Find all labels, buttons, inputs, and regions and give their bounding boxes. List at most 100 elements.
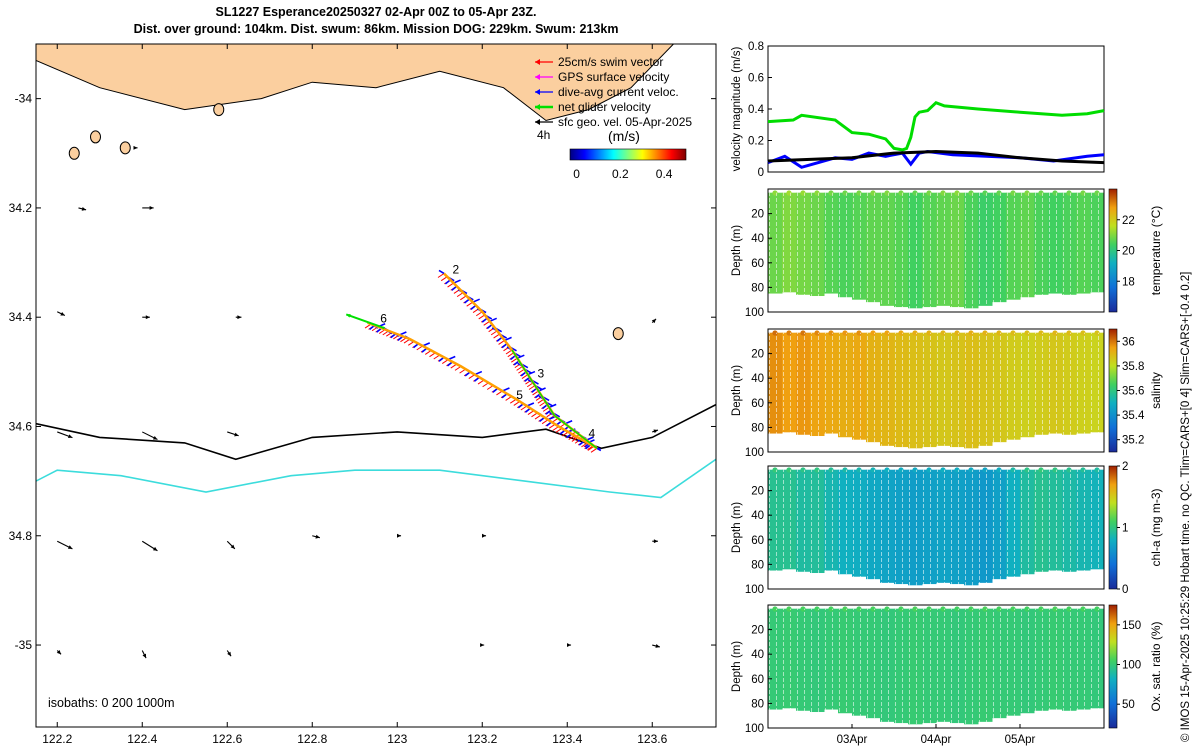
colorbar-tick-label: 0.4	[656, 167, 673, 181]
glider-track-out	[443, 272, 598, 450]
profile-stripes-overlay	[768, 192, 1104, 309]
profile-ytick-label: 100	[745, 447, 764, 459]
profile-frame-outline	[767, 188, 1105, 313]
profile-ytick-label: 60	[751, 535, 764, 547]
net-glider-vector-head	[346, 313, 351, 318]
sfc-geo-vector	[56, 650, 62, 655]
dive-avg-vector	[516, 354, 525, 359]
time-xtick-label: 04Apr	[921, 734, 952, 746]
sfc-geo-vector	[396, 533, 402, 538]
profile-ylabel: Depth (m)	[731, 502, 743, 553]
profile-ytick-label: 100	[745, 584, 764, 596]
colorbar-tick-label: 50	[1122, 699, 1135, 711]
colorbar-tick-label: 18	[1122, 276, 1135, 288]
velocity-ytick-label: 0.8	[748, 41, 764, 53]
map-ytick-label: -35	[15, 638, 33, 652]
profile-ytick-label: 40	[751, 510, 764, 522]
map-ytick-label: 34.6	[9, 419, 33, 433]
profile-stripes-overlay	[768, 332, 1104, 449]
profile-ytick-label: 60	[751, 398, 764, 410]
velocity-ytick-label: 0	[758, 167, 764, 179]
profile-colorbar	[1108, 328, 1118, 453]
title-line-2: Dist. over ground: 104km. Dist. swum: 86…	[133, 22, 619, 36]
sfc-geo-vector	[57, 311, 66, 317]
profile-stripes-overlay	[768, 608, 1104, 725]
sfc-geo-vector	[227, 431, 239, 437]
island	[90, 130, 101, 144]
profile-colorbar-label: Ox. sat. ratio (%)	[1149, 621, 1163, 711]
profile-ytick-label: 60	[751, 258, 764, 270]
dive-avg-vector	[527, 370, 536, 376]
legend-entry: net glider velocity	[535, 100, 651, 114]
profile-colorbar	[1108, 465, 1118, 590]
velocity-series-line	[767, 100, 1105, 152]
sfc-geo-vector-head	[396, 533, 402, 538]
map-ytick-label: 34.2	[9, 201, 33, 215]
sfc-geo-vector	[651, 318, 657, 324]
colorbar-tick-label: 2	[1122, 461, 1128, 473]
velocity-ytick-label: 0.2	[748, 136, 764, 148]
profile-ytick-label: 80	[751, 698, 764, 710]
profile-ytick-label: 20	[751, 625, 764, 637]
map-xtick-label: 123.4	[552, 732, 582, 746]
profile-ytick-label: 40	[751, 649, 764, 661]
profile-ylabel: Depth (m)	[731, 365, 743, 416]
velocity-ylabel: velocity magnitude (m/s)	[731, 47, 743, 172]
net-glider-vector	[345, 313, 385, 330]
velocity-ytick-label: 0.4	[748, 104, 765, 116]
colorbar-tick-label: 35.2	[1122, 435, 1144, 447]
sfc-geo-vector-head	[237, 315, 242, 320]
legend-label: GPS surface velocity	[558, 70, 669, 84]
map-xtick-label: 123.2	[467, 732, 497, 746]
colorbar-tick-label: 35.8	[1122, 361, 1144, 373]
sfc-geo-vector	[142, 431, 158, 441]
colorbar-tick-label: 1	[1122, 523, 1128, 535]
isobath-1000m	[36, 458, 716, 499]
sfc-geo-vector	[235, 315, 242, 320]
sfc-geo-vector-head	[81, 206, 87, 211]
sfc-geo-vector-head	[653, 539, 658, 544]
profile-ylabel: Depth (m)	[731, 225, 743, 276]
profile-colorbar-label: temperature (°C)	[1149, 206, 1163, 296]
sfc-geo-vector	[57, 540, 73, 550]
legend-label: net glider velocity	[558, 100, 651, 114]
map-xtick-label: 122.4	[127, 732, 157, 746]
profile-panel-salinity: 20 40 60 80 100 Depth (m) 35.2 35.4 35.6 35.8 36 sa…	[731, 328, 1163, 459]
map-xtick-label: 123	[387, 732, 407, 746]
sfc-geo-vector	[312, 534, 320, 539]
sfc-geo-vector	[226, 540, 236, 550]
profile-frame-outline	[767, 465, 1105, 590]
profile-colorbar	[1108, 188, 1118, 313]
sfc-geo-vector-head	[481, 533, 487, 538]
dive-avg-vector	[548, 403, 557, 409]
sfc-geo-vector-head	[67, 545, 73, 549]
sfc-geo-vector-head	[651, 318, 657, 324]
legend-label: sfc geo. vel. 05-Apr-2025	[558, 115, 692, 129]
colorbar-tick-label: 20	[1122, 246, 1135, 258]
legend-swatch-head	[535, 59, 540, 65]
island	[612, 327, 624, 341]
map-ytick-label: -34	[15, 92, 33, 106]
profile-ytick-label: 100	[745, 307, 764, 319]
legend-swatch-head	[535, 104, 540, 110]
track-label: 5	[516, 388, 523, 402]
figure-title: SL1227 Esperance20250327 02-Apr 00Z to 0…	[36, 4, 716, 38]
legend-entry: GPS surface velocity	[535, 70, 669, 84]
isobath-200m	[36, 403, 716, 461]
colorbar-tick-label: 35.4	[1122, 410, 1145, 422]
legend-label: 25cm/s swim vector	[558, 55, 663, 69]
sfc-geo-vector	[226, 650, 232, 657]
profile-ytick-label: 20	[751, 349, 764, 361]
sfc-geo-vector-head	[133, 145, 138, 150]
sfc-geo-vector	[566, 643, 572, 647]
legend-entry: sfc geo. vel. 05-Apr-2025	[535, 115, 692, 129]
map-ytick-label: 34.4	[9, 310, 33, 324]
velocity-panel: 0 0.2 0.4 0.6 0.8 velocity magnitude (m/s)	[731, 41, 1105, 179]
land-area	[36, 44, 676, 122]
profile-colorbar-label: salinity	[1149, 372, 1163, 409]
island	[213, 103, 225, 117]
sfc-geo-vector-head	[315, 534, 320, 539]
